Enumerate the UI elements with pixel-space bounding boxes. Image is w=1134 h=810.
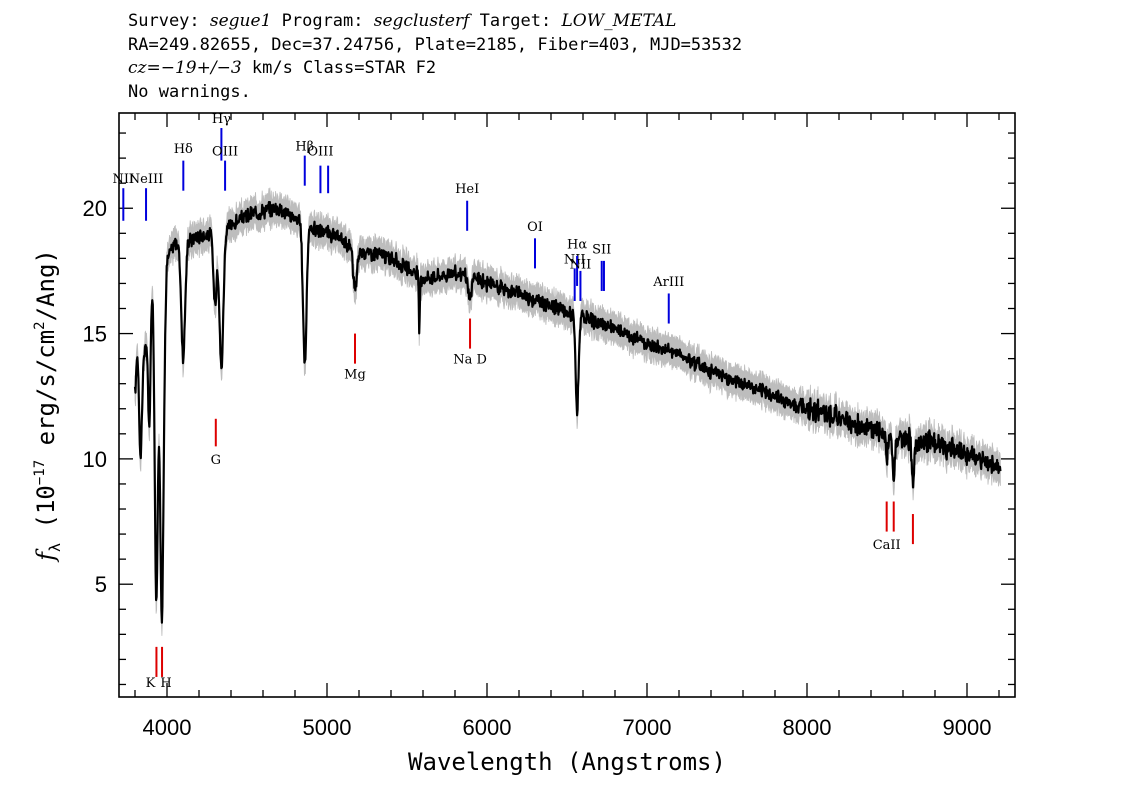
plot-area (133, 187, 1002, 636)
class-text: km/s Class=STAR F2 (241, 58, 437, 78)
plot-frame (118, 112, 1016, 698)
x-axis-label: Wavelength (Angstroms) (408, 748, 726, 776)
x-tick-label: 4000 (143, 715, 192, 740)
emission-line-label: ArIII (652, 275, 684, 290)
survey-label: Survey: (128, 11, 210, 31)
y-tick-label: 20 (83, 196, 107, 221)
y-tick-label: 10 (83, 447, 107, 472)
y-axis-label: fλ (10−17 erg/s/cm2/Ang) (32, 249, 64, 563)
flux-line (133, 201, 1002, 624)
absorption-line-label: K (146, 676, 156, 691)
target-label: Target: (469, 11, 562, 31)
cz-label: cz (128, 58, 147, 78)
header-line-coordinates: RA=249.82655, Dec=37.24756, Plate=2185, … (128, 34, 743, 55)
emission-line-label: OI (527, 220, 543, 235)
emission-line-label: OIII (307, 145, 333, 160)
x-tick-label: 6000 (463, 715, 512, 740)
emission-line-label: Hα (567, 237, 587, 252)
x-tick-label: 7000 (623, 715, 672, 740)
header-line-survey: Survey: segue1 Program: segclusterf Targ… (128, 10, 742, 34)
emission-line-label: NII (570, 257, 592, 272)
emission-line-label: Hγ (212, 112, 231, 127)
absorption-line-label: CaII (873, 538, 901, 553)
y-tick-label: 15 (83, 322, 107, 347)
emission-line-label: HeI (455, 182, 479, 197)
x-tick-label: 9000 (943, 715, 992, 740)
emission-line-label: NeIII (129, 172, 163, 187)
program-label: Program: (271, 11, 374, 31)
header-line-warnings: No warnings. (128, 81, 251, 102)
y-tick-label: 5 (95, 572, 107, 597)
absorption-line-label: Mg (344, 368, 366, 383)
emission-line-label: SII (592, 242, 611, 257)
target-value: LOW_METAL (561, 11, 677, 31)
cz-value: =−19+/−3 (146, 58, 242, 78)
emission-line-label: Hδ (174, 142, 193, 157)
survey-value: segue1 (209, 11, 272, 31)
absorption-line-label: H (160, 676, 171, 691)
emission-line-label: OIII (212, 145, 238, 160)
emission-line-label: NII (112, 172, 134, 187)
emission-line-label: NII (564, 252, 586, 267)
program-value: segclusterf (373, 11, 470, 31)
x-tick-label: 8000 (783, 715, 832, 740)
spectrum-header: Survey: segue1 Program: segclusterf Targ… (128, 10, 742, 104)
axes: 4000 5000 6000 7000 8000 9000 5 10 15 20 (83, 113, 1015, 740)
header-line-redshift: cz=−19+/−3 km/s Class=STAR F2 (128, 57, 742, 81)
emission-line-label: Hβ (295, 140, 314, 155)
x-tick-label: 5000 (303, 715, 352, 740)
absorption-line-label: G (211, 453, 221, 468)
absorption-line-label: Na D (453, 353, 487, 368)
